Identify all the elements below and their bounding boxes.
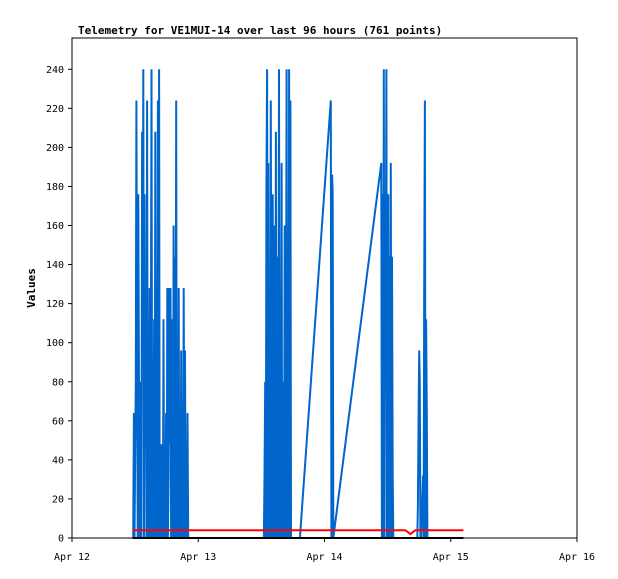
y-tick-label: 220	[46, 104, 64, 115]
y-tick-label: 240	[46, 65, 64, 76]
x-axis: Apr 12 Apr 13 Apr 14 Apr 15 Apr 16	[54, 538, 595, 563]
x-tick-label: Apr 12	[54, 552, 90, 563]
x-tick-label: Apr 16	[559, 552, 595, 563]
y-tick-label: 80	[52, 377, 64, 388]
y-tick-label: 100	[46, 338, 64, 349]
y-tick-label: 160	[46, 221, 64, 232]
y-tick-label: 200	[46, 143, 64, 154]
x-tick-label: Apr 15	[433, 552, 469, 563]
chart-title: Telemetry for VE1MUI-14 over last 96 hou…	[78, 24, 442, 37]
y-tick-label: 0	[58, 534, 64, 545]
y-tick-label: 180	[46, 182, 64, 193]
y-tick-label: 120	[46, 299, 64, 310]
y-tick-label: 20	[52, 494, 64, 505]
y-axis: 0 20 40 60 80 100 120 140 160 180 200 220 240	[46, 65, 72, 545]
y-tick-label: 60	[52, 416, 64, 427]
x-tick-label: Apr 14	[306, 552, 342, 563]
x-tick-label: Apr 13	[180, 552, 216, 563]
y-tick-label: 40	[52, 455, 64, 466]
series-line-2	[132, 529, 464, 536]
plot-layer	[132, 69, 464, 539]
y-tick-label: 140	[46, 260, 64, 271]
y-axis-label: Values	[25, 268, 38, 308]
